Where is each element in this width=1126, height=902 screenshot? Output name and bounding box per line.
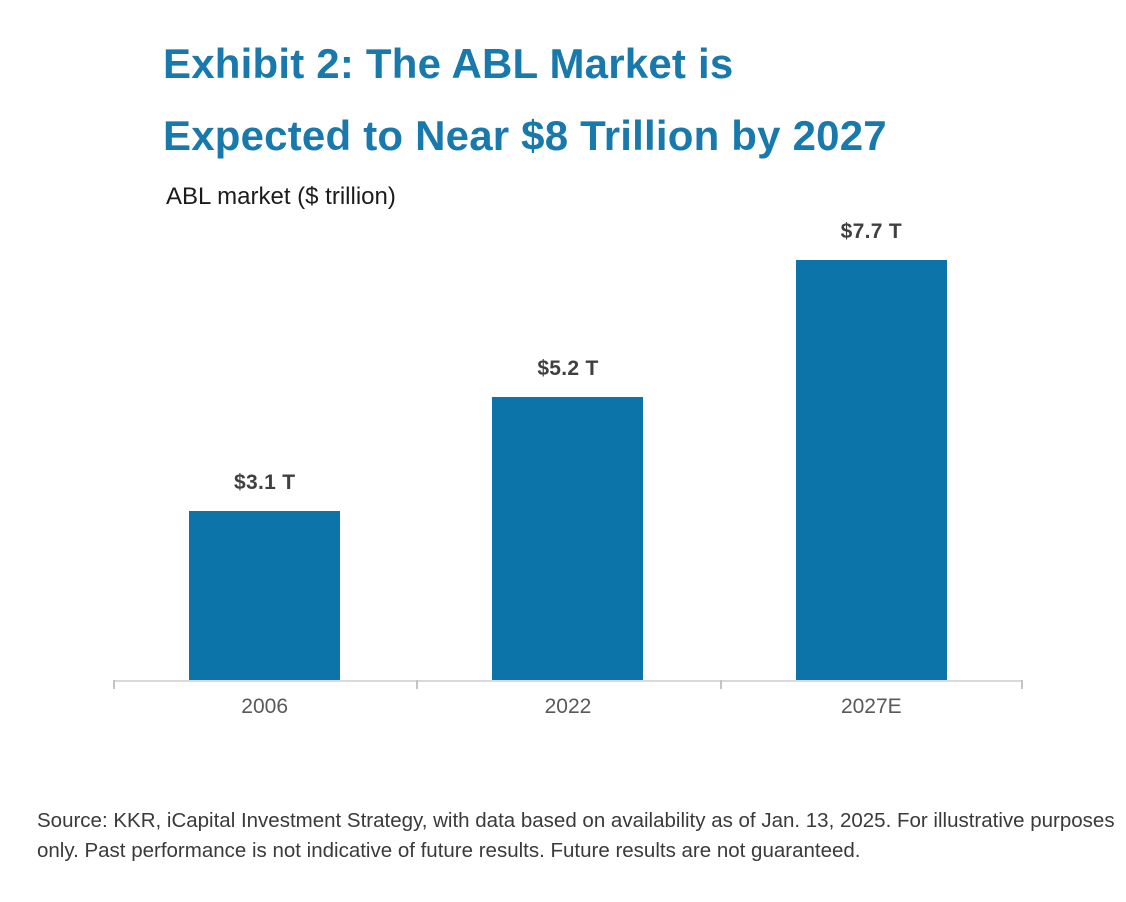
bar-group-2006: $3.1 T [113, 210, 416, 680]
x-axis-label-2027e: 2027E [840, 695, 902, 718]
bar-2006 [189, 511, 341, 680]
bar-chart: $3.1 T $5.2 T $7.7 T 2006 2022 2027E [113, 210, 1023, 719]
bar-2027e [795, 260, 947, 680]
chart-subtitle: ABL market ($ trillion) [166, 183, 396, 210]
axis-tick [113, 680, 115, 689]
x-axis-line [113, 680, 1023, 689]
chart-title-line-1: Exhibit 2: The ABL Market is [163, 40, 734, 87]
bar-value-label: $3.1 T [233, 471, 296, 494]
chart-title: Exhibit 2: The ABL Market is Expected to… [163, 28, 887, 172]
bar-group-2022: $5.2 T [416, 210, 719, 680]
chart-title-line-2: Expected to Near $8 Trillion by 2027 [163, 112, 887, 159]
bar-value-label: $7.7 T [840, 220, 902, 243]
x-axis-label-2022: 2022 [544, 695, 592, 718]
axis-tick [719, 680, 722, 689]
bar-group-2027e: $7.7 T [720, 210, 1023, 680]
axis-tick [416, 680, 419, 689]
x-axis-labels: 2006 2022 2027E [113, 695, 1023, 719]
bars-row: $3.1 T $5.2 T $7.7 T [113, 210, 1023, 680]
source-note: Source: KKR, iCapital Investment Strateg… [37, 809, 1115, 862]
bar-2022 [492, 397, 644, 680]
axis-tick [1021, 680, 1023, 689]
bar-value-label: $5.2 T [537, 357, 599, 380]
x-axis-label-2006: 2006 [241, 695, 289, 718]
